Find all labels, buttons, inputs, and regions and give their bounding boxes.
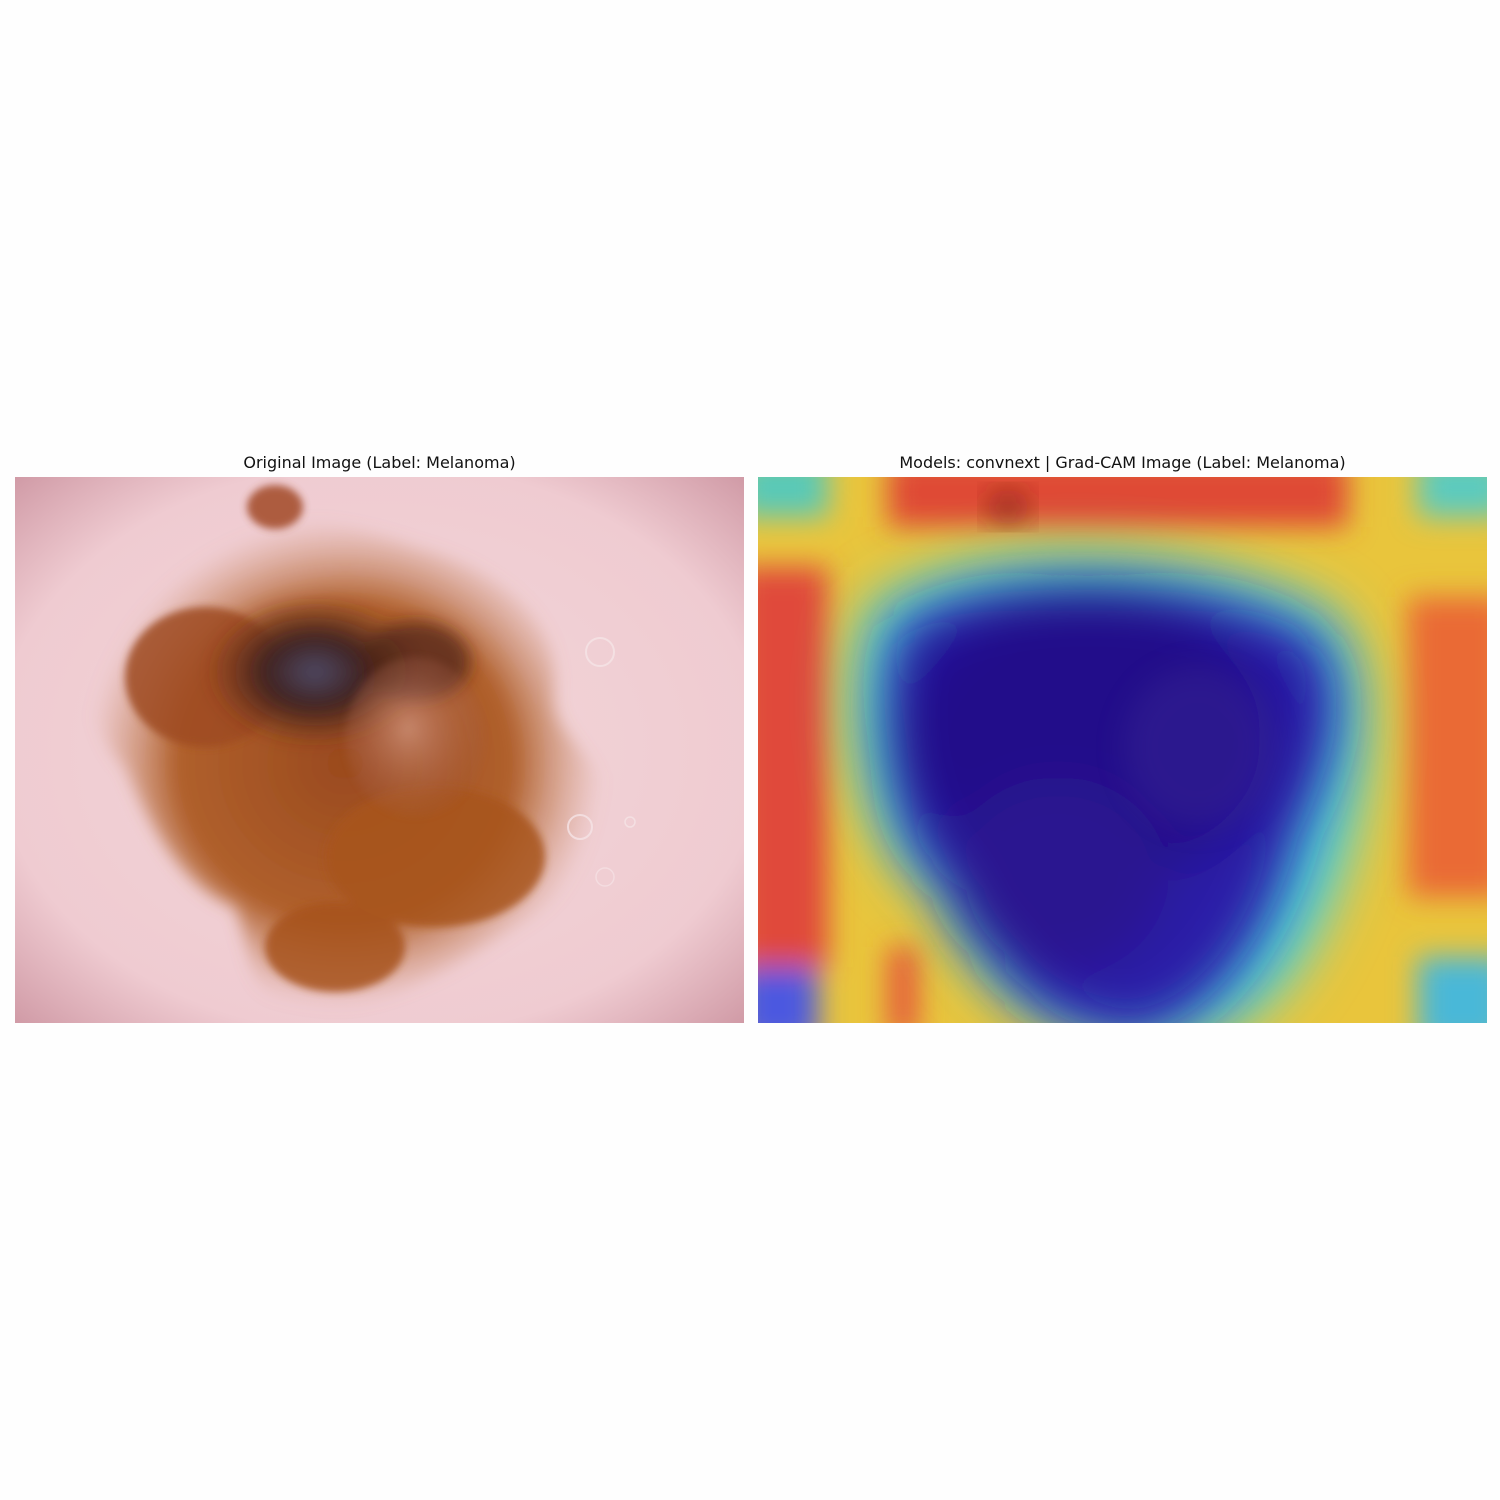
original-lesion-image bbox=[15, 477, 744, 1023]
gradcam-heatmap-image bbox=[758, 477, 1487, 1023]
gradcam-image-title: Models: convnext | Grad-CAM Image (Label… bbox=[899, 453, 1346, 472]
original-image-title: Original Image (Label: Melanoma) bbox=[243, 453, 516, 472]
gradcam-image-panel: Models: convnext | Grad-CAM Image (Label… bbox=[758, 452, 1487, 1023]
original-image-panel: Original Image (Label: Melanoma) bbox=[15, 452, 744, 1023]
